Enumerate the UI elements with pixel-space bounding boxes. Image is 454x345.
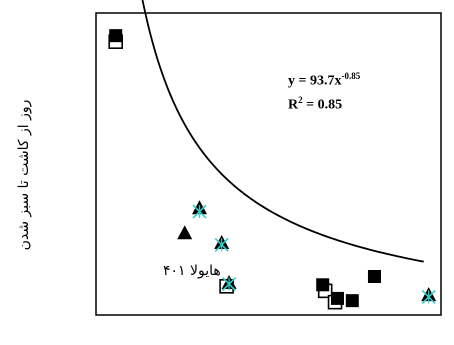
data-point-filled-square xyxy=(109,29,123,43)
y-axis-label-container: روز از کاشت تا سبز شدن xyxy=(4,40,44,310)
y-axis-label: روز از کاشت تا سبز شدن xyxy=(16,99,32,251)
data-point-triangle xyxy=(177,225,193,240)
trendline-layer xyxy=(141,0,424,263)
trendline-equation: y = 93.7x-0.85 R2 = 0.85 xyxy=(288,67,360,114)
r-squared-line: R2 = 0.85 xyxy=(288,91,360,115)
variety-label: هایولا ۴۰۱ xyxy=(163,263,221,279)
data-point-filled-square xyxy=(367,269,381,283)
trendline-curve xyxy=(141,0,424,263)
r-squared-value: = 0.85 xyxy=(302,97,343,113)
equation-line: y = 93.7x-0.85 xyxy=(288,67,360,91)
data-points-layer xyxy=(108,29,437,310)
r-squared-superscript: 2 xyxy=(298,94,303,105)
r-squared-symbol: R xyxy=(288,97,299,113)
plot-frame xyxy=(95,12,442,316)
equation-lhs: y = 93.7x xyxy=(288,73,342,89)
data-point-filled-square xyxy=(316,278,330,292)
data-point-filled-square xyxy=(345,294,359,308)
data-point-filled-square xyxy=(331,291,344,305)
equation-exponent: -0.85 xyxy=(341,71,361,81)
